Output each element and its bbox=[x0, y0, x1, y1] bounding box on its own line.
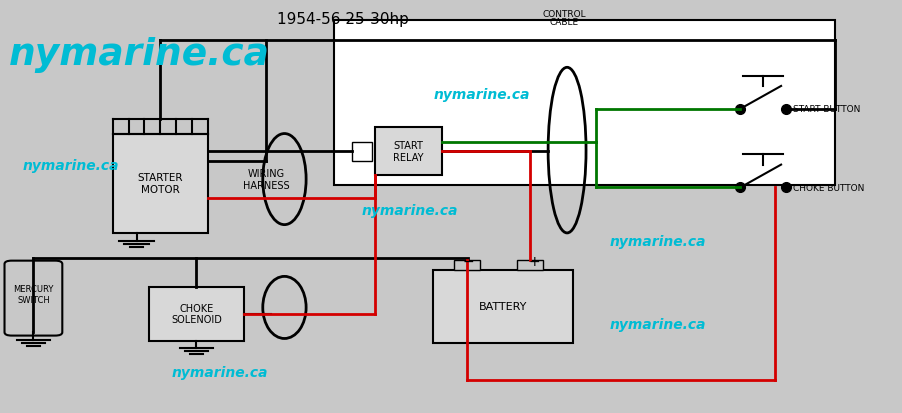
Bar bbox=[454, 260, 479, 271]
Text: 1954-56 25-30hp: 1954-56 25-30hp bbox=[277, 12, 409, 27]
Text: nymarine.ca: nymarine.ca bbox=[361, 204, 457, 218]
Text: nymarine.ca: nymarine.ca bbox=[609, 235, 705, 249]
Bar bbox=[113, 134, 207, 233]
Text: BATTERY: BATTERY bbox=[479, 301, 527, 312]
Text: CABLE: CABLE bbox=[549, 18, 578, 27]
FancyBboxPatch shape bbox=[5, 261, 62, 336]
Text: +: + bbox=[528, 254, 539, 268]
Text: WIRING
HARNESS: WIRING HARNESS bbox=[243, 169, 290, 190]
Text: START
RELAY: START RELAY bbox=[393, 141, 423, 163]
Bar bbox=[352, 142, 372, 161]
Bar bbox=[374, 128, 442, 176]
Text: nymarine.ca: nymarine.ca bbox=[171, 365, 268, 379]
Text: −: − bbox=[462, 254, 474, 268]
Text: STARTER
MOTOR: STARTER MOTOR bbox=[137, 173, 183, 195]
Text: nymarine.ca: nymarine.ca bbox=[609, 317, 705, 331]
Text: CONTROL: CONTROL bbox=[542, 10, 585, 19]
Bar bbox=[149, 287, 244, 341]
Text: nymarine.ca: nymarine.ca bbox=[433, 88, 529, 102]
Text: MERCURY
SWITCH: MERCURY SWITCH bbox=[14, 285, 53, 304]
Bar bbox=[433, 271, 573, 343]
Text: START BUTTON: START BUTTON bbox=[792, 105, 860, 114]
Text: CHOKE
SOLENOID: CHOKE SOLENOID bbox=[170, 303, 222, 325]
Text: nymarine.ca: nymarine.ca bbox=[9, 37, 270, 73]
Text: CHOKE BUTTON: CHOKE BUTTON bbox=[792, 183, 863, 192]
Bar bbox=[334, 21, 834, 186]
Bar bbox=[517, 260, 542, 271]
Text: nymarine.ca: nymarine.ca bbox=[23, 158, 119, 172]
